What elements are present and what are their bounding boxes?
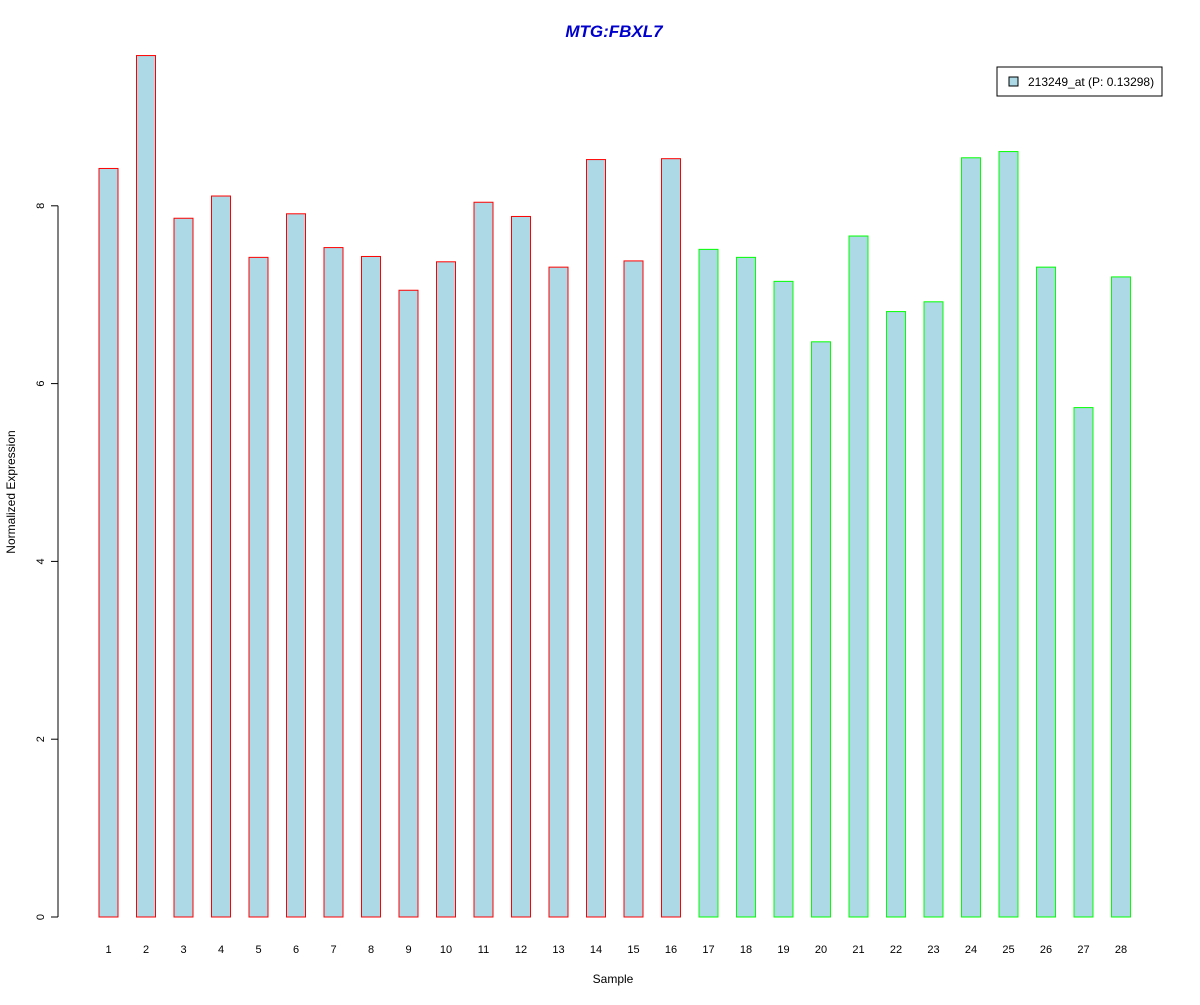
y-tick-label: 2 [35, 736, 47, 742]
bar-sample-4 [211, 195, 231, 918]
bar-sample-24 [961, 157, 981, 918]
x-tick-label: 12 [515, 944, 527, 956]
x-tick-label: 24 [965, 944, 977, 956]
bar-sample-2 [136, 55, 156, 918]
x-tick-label: 20 [815, 944, 827, 956]
x-tick-label: 22 [890, 944, 902, 956]
bar-sample-7 [323, 247, 344, 918]
x-tick-label: 1 [105, 944, 111, 956]
x-tick-label: 4 [218, 944, 224, 956]
bars [98, 55, 1131, 918]
bar-sample-26 [1036, 266, 1056, 918]
x-tick-label: 16 [665, 944, 677, 956]
bar-sample-25 [998, 151, 1019, 918]
y-axis: 0 2 4 6 8 [35, 203, 59, 920]
bar-sample-8 [361, 255, 381, 918]
y-tick-label: 0 [35, 914, 47, 920]
x-tick-label: 13 [552, 944, 564, 956]
x-tick-label: 7 [330, 944, 336, 956]
bar-sample-22 [886, 311, 906, 918]
bar-sample-16 [661, 158, 681, 918]
bar-sample-23 [923, 301, 944, 918]
x-axis-label: Sample [593, 972, 634, 986]
y-tick-label: 8 [35, 203, 47, 209]
x-tick-label: 25 [1002, 944, 1014, 956]
legend-box [996, 66, 1163, 97]
bar-sample-27 [1073, 407, 1094, 918]
bar-sample-17 [698, 248, 719, 918]
x-tick-label: 14 [590, 944, 602, 956]
bar-sample-5 [248, 256, 269, 918]
bar-sample-10 [436, 261, 456, 918]
x-tick-label: 2 [143, 944, 149, 956]
legend: 213249_at (P: 0.13298) [996, 66, 1163, 97]
legend-label: 213249_at (P: 0.13298) [1028, 75, 1154, 89]
legend-swatch [1008, 76, 1019, 87]
x-tick-label: 23 [927, 944, 939, 956]
y-axis-label: Normalized Expression [4, 430, 18, 553]
bar-sample-9 [398, 289, 419, 918]
x-tick-label: 9 [405, 944, 411, 956]
chart-title: MTG:FBXL7 [565, 22, 664, 41]
y-tick-label: 6 [35, 381, 47, 387]
x-tick-label: 11 [478, 944, 489, 956]
bar-sample-3 [173, 217, 194, 918]
x-tick-label: 5 [255, 944, 261, 956]
x-tick-label: 3 [180, 944, 186, 956]
x-tick-label: 19 [777, 944, 789, 956]
y-tick-label: 4 [35, 558, 47, 564]
bar-sample-18 [736, 256, 756, 918]
x-tick-label: 26 [1040, 944, 1052, 956]
x-tick-label: 21 [852, 944, 864, 956]
bar-sample-11 [473, 201, 494, 918]
x-tick-label: 17 [702, 944, 714, 956]
bar-sample-1 [98, 167, 119, 918]
x-tick-label: 18 [740, 944, 752, 956]
x-tick-label: 28 [1115, 944, 1127, 956]
bar-sample-13 [548, 266, 569, 918]
bar-sample-21 [848, 235, 869, 918]
bar-sample-15 [623, 260, 644, 918]
x-tick-label: 6 [293, 944, 299, 956]
bar-sample-19 [773, 280, 794, 918]
x-tick-label: 8 [368, 944, 374, 956]
x-tick-labels: 1 2 3 4 5 6 7 8 9 10 11 12 13 14 15 16 17 18 19 20 21 22 23 24 2… [105, 944, 1127, 956]
bar-sample-28 [1111, 276, 1131, 918]
bar-sample-6 [286, 213, 306, 918]
bar-sample-20 [811, 341, 831, 918]
x-tick-label: 27 [1077, 944, 1089, 956]
x-tick-label: 10 [440, 944, 452, 956]
x-tick-label: 15 [627, 944, 639, 956]
bar-sample-14 [586, 159, 606, 918]
bar-sample-12 [511, 215, 531, 918]
